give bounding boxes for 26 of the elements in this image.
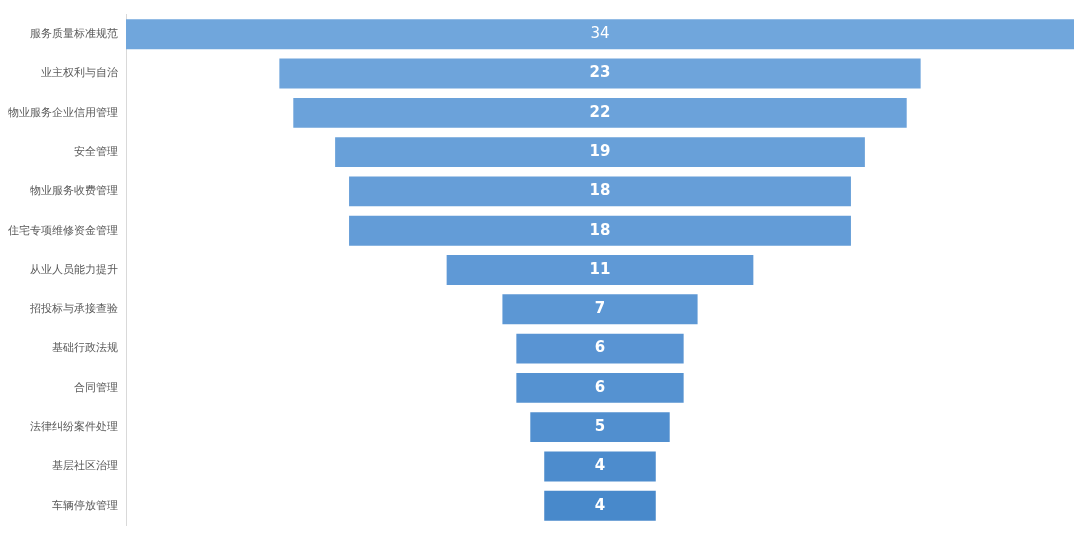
data-label: 6 — [594, 377, 606, 396]
category-label: 车辆停放管理 — [52, 498, 118, 512]
data-label: 34 — [590, 24, 610, 43]
category-label: 物业服务企业信用管理 — [8, 105, 118, 119]
category-label: 从业人员能力提升 — [30, 262, 118, 276]
data-label: 23 — [589, 63, 611, 82]
data-label: 6 — [594, 338, 606, 357]
data-label: 4 — [594, 495, 606, 514]
category-label: 业主权利与自治 — [41, 66, 118, 80]
category-label: 招投标与承接查验 — [29, 302, 118, 316]
data-label: 22 — [589, 102, 611, 121]
category-label: 法律纠纷案件处理 — [30, 420, 118, 434]
data-label: 19 — [589, 142, 611, 161]
category-label: 住宅专项维修资金管理 — [8, 223, 118, 237]
category-label: 合同管理 — [74, 380, 118, 394]
category-label: 基础行政法规 — [52, 341, 118, 355]
category-label: 服务质量标准规范 — [30, 27, 118, 41]
data-label: 18 — [589, 181, 611, 200]
data-label: 4 — [594, 456, 606, 475]
data-label: 5 — [594, 417, 606, 436]
category-label: 物业服务收费管理 — [30, 184, 118, 198]
category-label: 基层社区治理 — [52, 459, 118, 473]
data-label: 7 — [594, 299, 606, 318]
data-label: 11 — [589, 259, 611, 278]
category-label: 安全管理 — [74, 144, 118, 158]
data-label: 18 — [589, 220, 611, 239]
